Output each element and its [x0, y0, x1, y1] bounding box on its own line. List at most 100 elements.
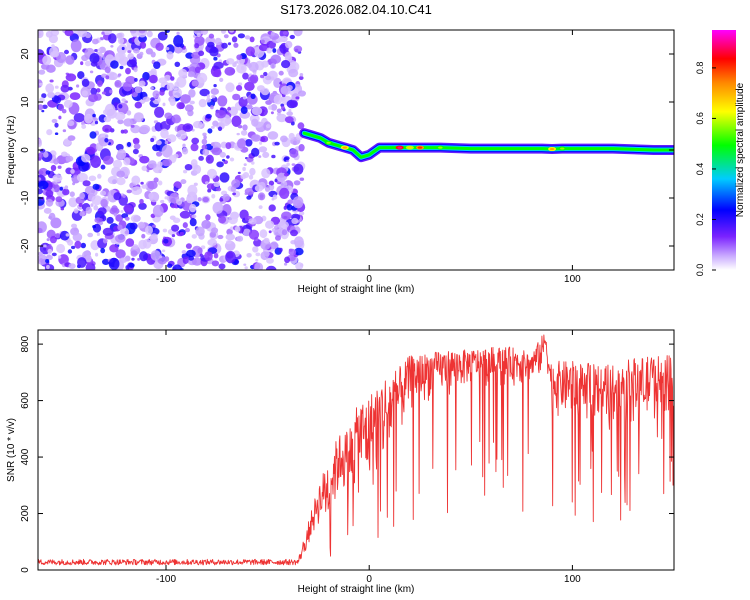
noise-speck — [261, 60, 269, 68]
noise-speck — [268, 105, 272, 110]
noise-speck — [284, 256, 291, 264]
noise-speck — [71, 223, 77, 229]
snr-background — [38, 330, 674, 570]
noise-speck — [131, 186, 143, 196]
noise-speck — [93, 118, 99, 121]
noise-speck — [38, 254, 48, 265]
noise-speck — [106, 216, 114, 224]
noise-speck — [207, 188, 212, 193]
noise-speck — [68, 263, 76, 269]
noise-speck — [60, 84, 70, 93]
noise-speck — [65, 73, 77, 82]
noise-speck — [54, 122, 59, 128]
x-tick-label: -100 — [156, 574, 176, 585]
noise-speck — [76, 172, 88, 183]
noise-speck — [286, 204, 293, 211]
noise-speck — [122, 194, 126, 198]
noise-speck — [158, 180, 163, 186]
noise-speck — [211, 227, 219, 234]
noise-speck — [186, 194, 194, 204]
noise-speck — [280, 85, 291, 96]
noise-speck — [188, 89, 196, 98]
noise-speck — [227, 42, 232, 46]
noise-speck — [193, 182, 198, 186]
noise-speck — [115, 249, 126, 259]
noise-speck — [225, 250, 236, 264]
noise-speck — [243, 163, 247, 167]
x-tick-label: 0 — [366, 574, 372, 585]
noise-speck — [131, 244, 139, 250]
noise-speck — [232, 93, 241, 101]
colorbar-tick-label: 0.6 — [695, 112, 705, 125]
noise-speck — [39, 82, 43, 86]
noise-speck — [77, 30, 88, 38]
noise-speck — [179, 231, 185, 236]
noise-speck — [207, 168, 217, 179]
noise-speck — [280, 180, 288, 189]
noise-speck — [133, 143, 141, 150]
noise-speck — [254, 184, 264, 192]
noise-speck — [288, 132, 295, 140]
noise-speck — [102, 155, 114, 165]
noise-speck — [213, 84, 217, 88]
snr-series-layer — [38, 334, 674, 566]
noise-speck — [288, 68, 299, 78]
noise-speck — [172, 264, 183, 270]
noise-speck — [81, 78, 90, 87]
noise-speck — [89, 131, 97, 139]
noise-speck — [55, 196, 63, 203]
noise-speck — [87, 232, 94, 238]
noise-speck — [50, 164, 57, 172]
noise-speck — [246, 253, 252, 258]
noise-speck — [284, 51, 292, 60]
noise-speck — [164, 112, 173, 119]
noise-speck — [294, 48, 299, 53]
noise-speck — [259, 141, 263, 145]
spectrogram-ylabel: Frequency (Hz) — [6, 116, 17, 185]
noise-speck — [133, 67, 138, 73]
noise-speck — [249, 36, 255, 43]
noise-speck — [207, 41, 215, 48]
noise-speck — [194, 66, 201, 74]
noise-speck — [272, 48, 277, 53]
noise-speck — [125, 216, 130, 221]
noise-speck — [189, 100, 195, 105]
band-peak-core — [407, 146, 413, 149]
noise-speck — [162, 102, 166, 107]
noise-speck — [70, 169, 75, 174]
noise-speck — [286, 162, 290, 167]
band-peak-core — [326, 141, 331, 144]
noise-speck — [243, 263, 247, 266]
noise-speck — [164, 140, 169, 145]
noise-speck — [276, 113, 288, 123]
noise-speck — [221, 42, 228, 49]
noise-speck — [174, 61, 181, 67]
noise-speck — [198, 98, 207, 108]
noise-speck — [91, 195, 102, 206]
noise-speck — [207, 128, 213, 134]
noise-speck — [227, 106, 232, 112]
noise-speck — [285, 40, 293, 49]
noise-speck — [276, 108, 282, 114]
noise-speck — [284, 156, 290, 161]
noise-speck — [55, 232, 60, 239]
noise-speck — [273, 94, 283, 105]
noise-speck — [238, 82, 243, 86]
noise-speck — [142, 96, 150, 102]
noise-speck — [148, 192, 154, 199]
noise-speck — [212, 120, 219, 127]
noise-speck — [263, 237, 270, 244]
noise-speck — [127, 50, 132, 54]
noise-speck — [104, 138, 109, 143]
noise-speck — [232, 62, 237, 67]
y-tick-label: 400 — [20, 448, 31, 465]
x-tick-label: -100 — [156, 274, 176, 285]
noise-speck — [103, 116, 112, 123]
noise-speck — [226, 228, 233, 236]
noise-speck — [57, 255, 62, 259]
noise-speck — [85, 206, 93, 214]
noise-speck — [176, 198, 183, 206]
band-peak-core — [342, 146, 348, 149]
noise-speck — [166, 51, 174, 60]
noise-speck — [178, 153, 183, 157]
